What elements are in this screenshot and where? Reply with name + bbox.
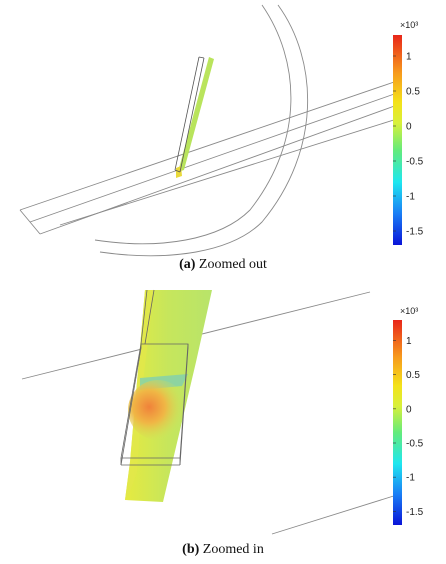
- wire-line-2: [29, 91, 401, 223]
- colorbar-tick-label: -1.5: [406, 227, 424, 238]
- wireframe: [19, 4, 401, 257]
- colorbar-tick-label: 0.5: [406, 87, 420, 98]
- colorbar-scale: [393, 320, 402, 525]
- colorbar-a: ×10³ 1 0.5 0 -0.5 -1 -1.5: [393, 20, 424, 245]
- wire-line-1: [19, 79, 401, 211]
- wire-arc-outer: [99, 4, 308, 257]
- colorbar-tick-label: -1.5: [406, 507, 424, 518]
- wire-arc-inner: [94, 4, 292, 245]
- bar-zoomed-in: [120, 289, 212, 502]
- colorbar-tick-label: -1: [406, 473, 415, 484]
- colorbar-tick-label: 0: [406, 122, 412, 133]
- colorbar-tick-label: -0.5: [406, 439, 424, 450]
- colorbar-tick-label: 0: [406, 404, 412, 415]
- colorbar-exponent: ×10³: [400, 20, 418, 30]
- colorbar-ticks: 1 0.5 0 -0.5 -1 -1.5: [393, 52, 424, 238]
- wire-line-4: [19, 209, 41, 235]
- colorbar-tick-label: 1: [406, 336, 412, 347]
- rod-body: [178, 57, 214, 172]
- caption-label: (b): [182, 542, 200, 557]
- rod-outline: [174, 56, 205, 173]
- colorbar-tick-label: -1: [406, 192, 415, 203]
- caption-label: (a): [179, 257, 196, 272]
- caption-text: Zoomed in: [202, 542, 264, 557]
- colorbar-ticks: 1 0.5 0 -0.5 -1 -1.5: [393, 336, 424, 518]
- caption-b: (b) Zoomed in: [0, 542, 446, 558]
- panel-zoomed-in: ×10³ 1 0.5 0 -0.5 -1 -1.5 (b) Zoomed in: [0, 282, 446, 564]
- wireframe: [21, 291, 401, 535]
- colorbar-tick-label: 0.5: [406, 370, 420, 381]
- colorbar-scale: [393, 35, 402, 245]
- wire-line-5: [59, 117, 401, 226]
- colorbar-tick-label: -0.5: [406, 157, 424, 168]
- caption-a: (a) Zoomed out: [0, 257, 446, 273]
- scene-zoomed-out: ×10³ 1 0.5 0 -0.5 -1 -1.5: [19, 4, 424, 257]
- colorbar-exponent: ×10³: [400, 306, 418, 316]
- scene-zoomed-in: ×10³ 1 0.5 0 -0.5 -1 -1.5: [21, 289, 424, 535]
- caption-text: Zoomed out: [198, 257, 267, 272]
- panel-zoomed-out: ×10³ 1 0.5 0 -0.5 -1 -1.5 (a) Zoomed out: [0, 0, 446, 280]
- bar-outline: [120, 289, 189, 466]
- colorbar-b: ×10³ 1 0.5 0 -0.5 -1 -1.5: [393, 306, 424, 525]
- wire-line-2: [271, 493, 401, 535]
- bar-hot-spot: [128, 380, 188, 440]
- rod-zoomed-out: [174, 56, 214, 178]
- colorbar-tick-label: 1: [406, 52, 412, 63]
